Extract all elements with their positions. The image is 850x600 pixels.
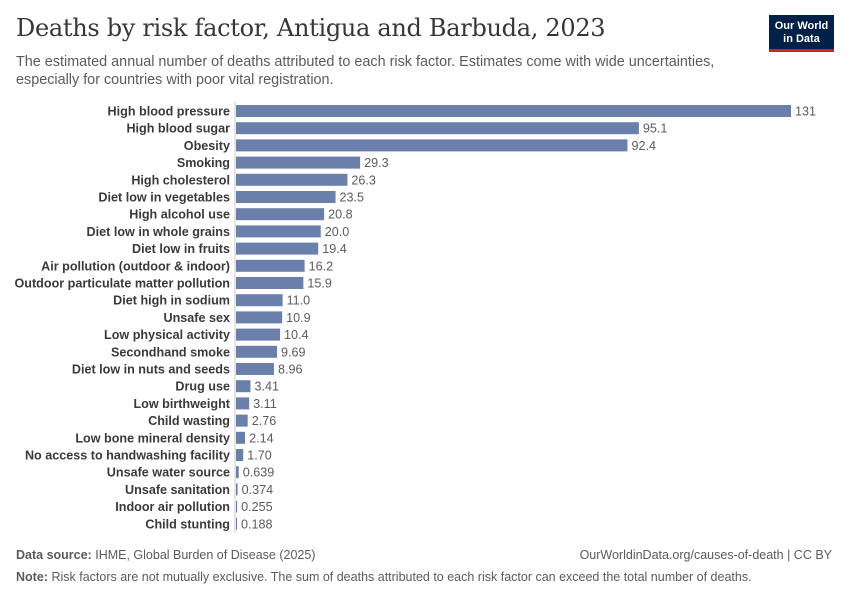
- source-url-link[interactable]: OurWorldinData.org/causes-of-death | CC …: [579, 548, 832, 562]
- bar-child-wasting[interactable]: [236, 414, 248, 427]
- category-label-diet-low-in-whole-grains: Diet low in whole grains: [87, 225, 230, 239]
- value-label-diet-low-in-whole-grains: 20.0: [325, 225, 350, 239]
- value-label-low-bone-mineral-density: 2.14: [249, 431, 274, 445]
- value-label-air-pollution-outdoor-indoor: 16.2: [309, 259, 334, 273]
- category-label-high-alcohol-use: High alcohol use: [129, 208, 230, 222]
- category-label-low-birthweight: Low birthweight: [133, 397, 230, 411]
- category-label-smoking: Smoking: [177, 156, 230, 170]
- value-label-high-blood-pressure: 131: [795, 105, 816, 119]
- bar-unsafe-sanitation[interactable]: [236, 483, 238, 496]
- category-label-diet-low-in-fruits: Diet low in fruits: [132, 242, 230, 256]
- value-label-indoor-air-pollution: 0.255: [241, 500, 273, 514]
- value-label-child-wasting: 2.76: [252, 414, 277, 428]
- value-label-obesity: 92.4: [631, 139, 656, 153]
- value-label-child-stunting: 0.188: [241, 517, 273, 531]
- category-label-low-bone-mineral-density: Low bone mineral density: [75, 431, 230, 445]
- logo-line-1: Our World: [774, 20, 829, 32]
- bar-obesity[interactable]: [236, 139, 628, 152]
- data-source-text: IHME, Global Burden of Disease (2025): [95, 548, 316, 562]
- bar-diet-high-in-sodium[interactable]: [236, 294, 283, 307]
- value-label-drug-use: 3.41: [254, 380, 279, 394]
- category-label-low-physical-activity: Low physical activity: [104, 328, 230, 342]
- logo-line-2: in Data: [783, 32, 820, 45]
- bar-secondhand-smoke[interactable]: [236, 345, 278, 358]
- bar-chart: High blood pressure 131 High blood sugar 95…: [15, 101, 816, 533]
- category-label-diet-low-in-nuts-and-seeds: Diet low in nuts and seeds: [72, 363, 230, 377]
- category-label-outdoor-particulate-matter-pollution: Outdoor particulate matter pollution: [15, 277, 231, 291]
- bar-drug-use[interactable]: [236, 380, 251, 393]
- value-label-outdoor-particulate-matter-pollution: 15.9: [307, 277, 332, 291]
- value-label-unsafe-sex: 10.9: [286, 311, 311, 325]
- value-label-low-birthweight: 3.11: [253, 397, 277, 411]
- category-label-indoor-air-pollution: Indoor air pollution: [115, 500, 230, 514]
- bar-diet-low-in-nuts-and-seeds[interactable]: [236, 363, 274, 375]
- data-source-label: Data source:: [16, 548, 92, 562]
- category-label-unsafe-sanitation: Unsafe sanitation: [125, 483, 230, 497]
- bar-low-birthweight[interactable]: [236, 397, 250, 410]
- bar-low-physical-activity[interactable]: [236, 328, 281, 341]
- bar-high-cholesterol[interactable]: [236, 173, 348, 186]
- category-label-air-pollution-outdoor-indoor: Air pollution (outdoor & indoor): [41, 259, 230, 273]
- value-label-no-access-to-handwashing-facility: 1.70: [247, 449, 272, 463]
- value-label-diet-high-in-sodium: 11.0: [287, 294, 311, 308]
- value-label-unsafe-water-source: 0.639: [243, 466, 275, 480]
- chart-note: Note: Risk factors are not mutually excl…: [16, 570, 752, 584]
- chart-title: Deaths by risk factor, Antigua and Barbu…: [16, 14, 606, 42]
- value-label-diet-low-in-nuts-and-seeds: 8.96: [278, 363, 303, 377]
- value-label-smoking: 29.3: [364, 156, 389, 170]
- bar-indoor-air-pollution[interactable]: [236, 500, 238, 513]
- category-label-high-blood-pressure: High blood pressure: [108, 105, 230, 119]
- category-label-child-stunting: Child stunting: [145, 517, 230, 531]
- value-label-high-blood-sugar: 95.1: [643, 122, 668, 136]
- value-label-secondhand-smoke: 9.69: [281, 345, 306, 359]
- bar-smoking[interactable]: [236, 156, 361, 169]
- value-label-diet-low-in-fruits: 19.4: [322, 242, 347, 256]
- value-label-low-physical-activity: 10.4: [284, 328, 309, 342]
- chart-subtitle: The estimated annual number of deaths at…: [16, 54, 715, 88]
- value-label-unsafe-sanitation: 0.374: [242, 483, 274, 497]
- category-label-unsafe-sex: Unsafe sex: [163, 311, 230, 325]
- bar-air-pollution-outdoor-indoor[interactable]: [236, 259, 305, 272]
- category-label-diet-low-in-vegetables: Diet low in vegetables: [98, 191, 230, 205]
- bar-unsafe-sex[interactable]: [236, 311, 283, 324]
- bar-diet-low-in-whole-grains[interactable]: [236, 225, 321, 238]
- bar-diet-low-in-fruits[interactable]: [236, 242, 319, 255]
- category-label-obesity: Obesity: [184, 139, 230, 153]
- bar-high-alcohol-use[interactable]: [236, 208, 325, 221]
- bar-high-blood-pressure[interactable]: [236, 105, 791, 117]
- bar-no-access-to-handwashing-facility[interactable]: [236, 449, 244, 461]
- note-label: Note:: [16, 570, 48, 584]
- category-label-high-blood-sugar: High blood sugar: [126, 122, 230, 136]
- category-label-unsafe-water-source: Unsafe water source: [107, 466, 230, 480]
- category-label-secondhand-smoke: Secondhand smoke: [111, 345, 230, 359]
- owid-logo[interactable]: Our World in Data: [769, 15, 834, 52]
- category-label-child-wasting: Child wasting: [148, 414, 230, 428]
- bar-child-stunting[interactable]: [236, 517, 237, 530]
- category-label-drug-use: Drug use: [175, 380, 230, 394]
- bar-unsafe-water-source[interactable]: [236, 466, 239, 479]
- category-label-high-cholesterol: High cholesterol: [131, 173, 230, 187]
- value-label-high-cholesterol: 26.3: [351, 173, 376, 187]
- value-label-diet-low-in-vegetables: 23.5: [340, 191, 365, 205]
- value-label-high-alcohol-use: 20.8: [328, 208, 353, 222]
- bar-diet-low-in-vegetables[interactable]: [236, 191, 336, 203]
- category-label-diet-high-in-sodium: Diet high in sodium: [113, 294, 230, 308]
- bar-low-bone-mineral-density[interactable]: [236, 431, 246, 444]
- bar-high-blood-sugar[interactable]: [236, 122, 639, 135]
- category-label-no-access-to-handwashing-facility: No access to handwashing facility: [25, 449, 230, 463]
- bar-outdoor-particulate-matter-pollution[interactable]: [236, 277, 304, 289]
- note-text: Risk factors are not mutually exclusive.…: [51, 570, 752, 584]
- data-source: Data source: IHME, Global Burden of Dise…: [16, 548, 315, 562]
